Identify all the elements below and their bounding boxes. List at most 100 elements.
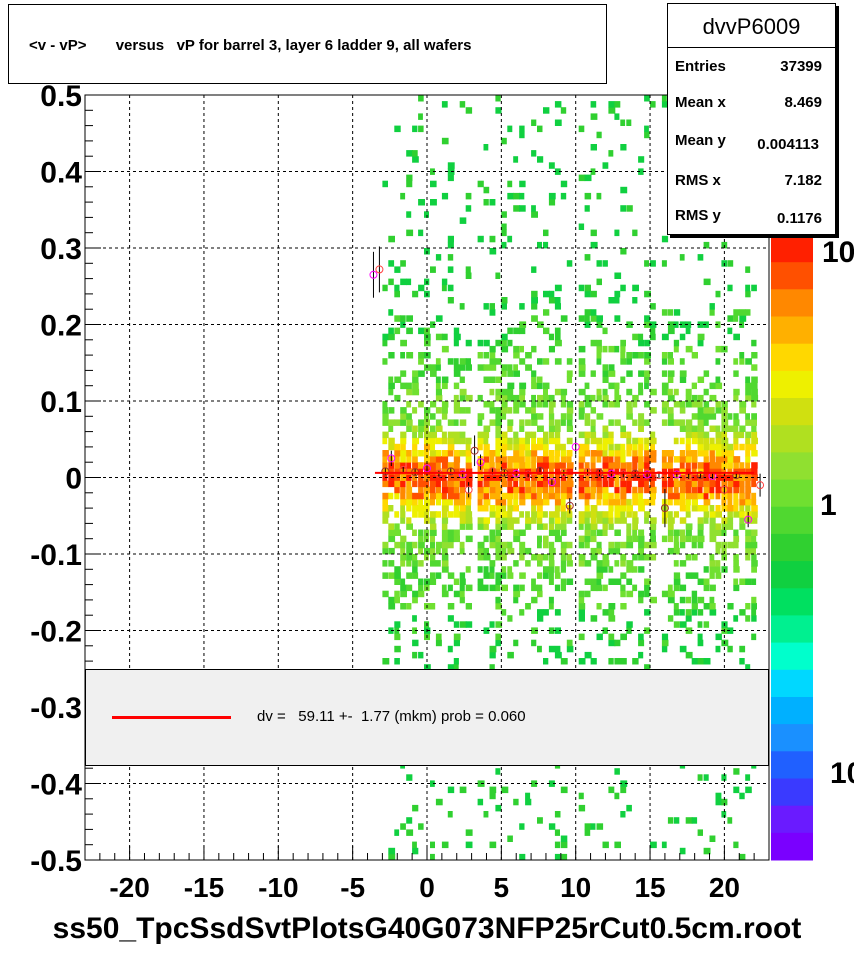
histogram-cell bbox=[388, 309, 394, 316]
histogram-cell bbox=[501, 229, 507, 237]
histogram-cell bbox=[578, 388, 586, 396]
profile-point bbox=[423, 464, 431, 473]
histogram-cell bbox=[608, 480, 614, 488]
histogram-cell bbox=[596, 486, 603, 494]
histogram-cell bbox=[400, 315, 406, 322]
histogram-cell bbox=[453, 450, 461, 457]
histogram-cell bbox=[608, 578, 615, 585]
histogram-cell bbox=[465, 358, 471, 365]
histogram-cell bbox=[638, 554, 645, 561]
histogram-cell bbox=[441, 511, 448, 518]
histogram-cell bbox=[531, 401, 537, 408]
histogram-cell bbox=[691, 401, 698, 408]
histogram-cell bbox=[632, 486, 638, 494]
histogram-cell bbox=[453, 535, 460, 543]
histogram-cell bbox=[608, 345, 615, 353]
histogram-cell bbox=[715, 443, 722, 451]
histogram-cell bbox=[495, 358, 502, 365]
histogram-cell bbox=[548, 529, 556, 536]
histogram-cell bbox=[739, 523, 746, 530]
histogram-cell bbox=[382, 541, 389, 549]
histogram-cell bbox=[727, 284, 733, 292]
histogram-cell bbox=[709, 554, 715, 561]
histogram-cell bbox=[507, 388, 514, 396]
histogram-cell bbox=[703, 474, 710, 481]
histogram-cell bbox=[602, 529, 608, 536]
palette-labels: 10110 bbox=[820, 236, 854, 790]
histogram-cell bbox=[406, 554, 413, 561]
histogram-cell bbox=[447, 162, 455, 169]
histogram-cell bbox=[685, 450, 693, 457]
histogram-cell bbox=[691, 437, 698, 445]
palette-swatch bbox=[771, 561, 813, 589]
histogram-cell bbox=[584, 590, 591, 598]
histogram-cell bbox=[501, 462, 507, 469]
histogram-cell bbox=[739, 407, 746, 414]
histogram-cell bbox=[626, 566, 634, 573]
histogram-cell bbox=[412, 841, 417, 849]
histogram-cell bbox=[644, 401, 651, 408]
histogram-cell bbox=[751, 603, 757, 610]
histogram-cell bbox=[697, 401, 703, 408]
histogram-cell bbox=[489, 792, 496, 800]
histogram-cell bbox=[453, 462, 460, 469]
histogram-cell bbox=[459, 217, 467, 224]
histogram-cell bbox=[501, 498, 507, 506]
histogram-cell bbox=[531, 345, 537, 353]
histogram-cell bbox=[418, 95, 424, 102]
histogram-cell bbox=[459, 486, 465, 494]
histogram-cell bbox=[697, 609, 704, 616]
histogram-cell bbox=[483, 364, 490, 371]
histogram-cell bbox=[453, 419, 459, 426]
histogram-cell bbox=[412, 156, 419, 163]
histogram-cell bbox=[644, 419, 650, 426]
histogram-cell bbox=[495, 768, 501, 775]
histogram-cell bbox=[507, 541, 513, 549]
histogram-cell bbox=[513, 639, 519, 647]
histogram-cell bbox=[560, 505, 566, 512]
histogram-cell bbox=[667, 498, 673, 506]
histogram-cell bbox=[447, 486, 455, 494]
histogram-cell bbox=[751, 443, 757, 451]
histogram-cell bbox=[733, 566, 740, 573]
histogram-cell bbox=[727, 456, 734, 463]
histogram-cell bbox=[513, 450, 520, 457]
histogram-cell bbox=[412, 505, 419, 512]
histogram-cell bbox=[650, 523, 657, 530]
histogram-cell bbox=[733, 394, 739, 402]
histogram-cell bbox=[703, 492, 709, 500]
histogram-cell bbox=[590, 241, 598, 249]
histogram-cell bbox=[584, 205, 590, 212]
histogram-cell bbox=[578, 804, 586, 812]
profile-point bbox=[654, 471, 663, 480]
histogram-cell bbox=[501, 413, 507, 420]
histogram-cell bbox=[596, 474, 602, 481]
histogram-cell bbox=[650, 327, 656, 335]
histogram-cell bbox=[644, 260, 650, 267]
histogram-cell bbox=[412, 492, 419, 500]
histogram-cell bbox=[596, 633, 603, 641]
histogram-cell bbox=[650, 443, 655, 451]
histogram-cell bbox=[441, 560, 449, 567]
stats-label: RMS y bbox=[675, 207, 721, 224]
histogram-cell bbox=[733, 498, 739, 506]
histogram-cell bbox=[495, 376, 502, 383]
histogram-cell bbox=[548, 547, 556, 555]
histogram-cell bbox=[507, 468, 514, 475]
histogram-cell bbox=[602, 431, 609, 439]
histogram-cell bbox=[709, 456, 715, 463]
palette-swatch bbox=[771, 479, 813, 508]
histogram-cell bbox=[435, 798, 443, 806]
histogram-cell bbox=[382, 498, 388, 506]
histogram-cell bbox=[418, 199, 425, 206]
histogram-cell bbox=[745, 615, 751, 622]
histogram-cell bbox=[602, 450, 608, 457]
histogram-cell bbox=[697, 517, 704, 524]
histogram-cell bbox=[489, 358, 497, 365]
histogram-cell bbox=[453, 486, 460, 494]
histogram-cell bbox=[596, 498, 602, 506]
histogram-cell bbox=[477, 566, 483, 573]
histogram-cell bbox=[751, 431, 758, 439]
histogram-cell bbox=[400, 431, 407, 439]
histogram-cell bbox=[709, 407, 715, 414]
